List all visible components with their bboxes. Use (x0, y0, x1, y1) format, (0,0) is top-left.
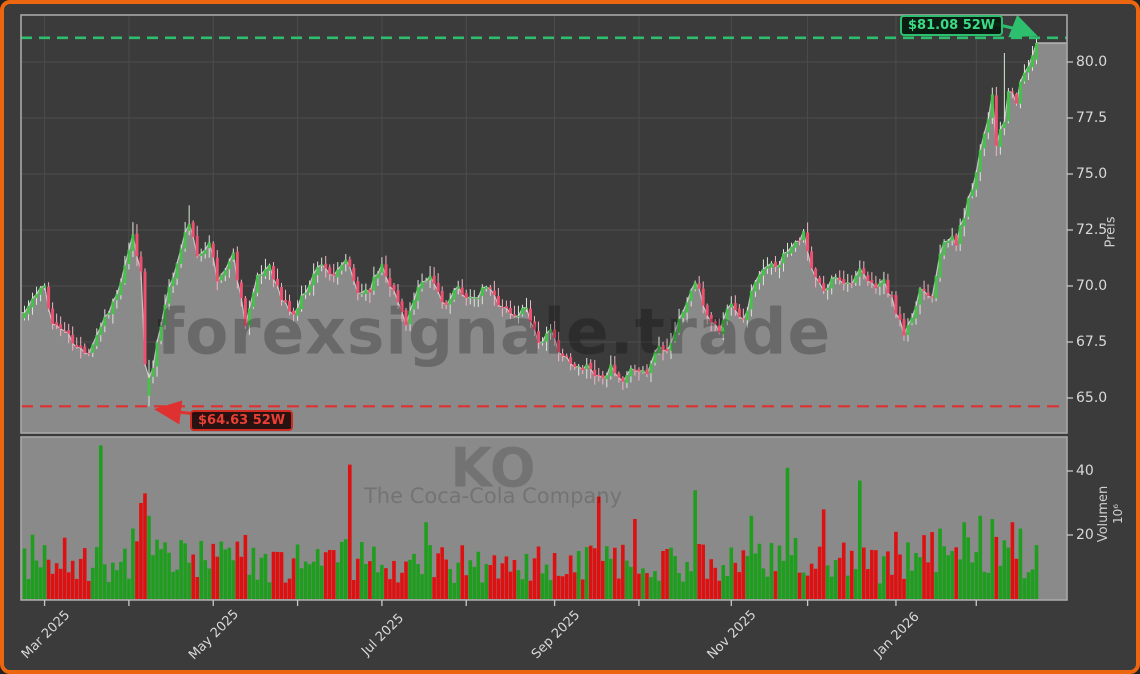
high-arrow (993, 14, 1038, 38)
price-pane-border (20, 14, 1068, 434)
candles (23, 37, 1038, 407)
tick-marks (43, 61, 1073, 606)
volume-pane-border (20, 436, 1068, 601)
price-area-fill (21, 43, 1067, 433)
price-pane (21, 15, 1067, 433)
chart-canvas (20, 14, 1073, 606)
volume-pane (21, 437, 1067, 600)
